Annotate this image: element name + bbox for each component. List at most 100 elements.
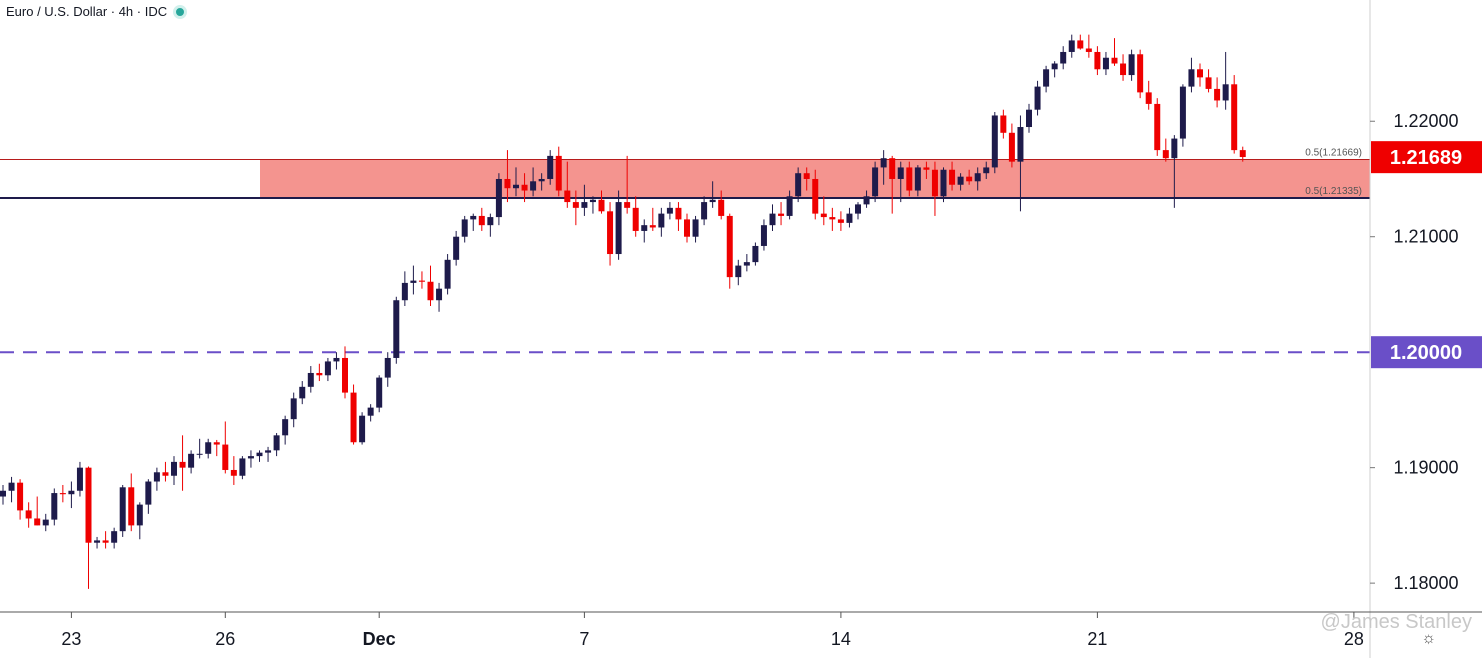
candle-body[interactable] xyxy=(213,442,220,445)
candle-body[interactable] xyxy=(769,213,776,226)
candle-body[interactable] xyxy=(324,361,331,376)
candle-body[interactable] xyxy=(222,444,229,470)
candle-body[interactable] xyxy=(589,199,596,203)
candle-body[interactable] xyxy=(1188,69,1195,87)
candle-body[interactable] xyxy=(145,481,152,505)
candle-body[interactable] xyxy=(547,155,554,179)
candle-body[interactable] xyxy=(1060,51,1067,64)
candle-body[interactable] xyxy=(1043,69,1050,87)
candle-body[interactable] xyxy=(692,219,699,237)
candle-body[interactable] xyxy=(470,215,477,220)
candle-body[interactable] xyxy=(1154,103,1161,151)
candle-body[interactable] xyxy=(1000,115,1007,133)
candle-body[interactable] xyxy=(530,181,537,191)
candle-body[interactable] xyxy=(256,452,263,457)
candle-body[interactable] xyxy=(1179,86,1186,139)
candle-body[interactable] xyxy=(701,202,708,220)
candle-body[interactable] xyxy=(931,169,938,197)
candle-body[interactable] xyxy=(1085,48,1092,52)
candle-body[interactable] xyxy=(444,259,451,289)
candle-body[interactable] xyxy=(598,199,605,212)
candle-body[interactable] xyxy=(1162,150,1169,159)
candle-body[interactable] xyxy=(855,204,861,214)
candle-body[interactable] xyxy=(290,398,297,420)
candle-body[interactable] xyxy=(820,213,827,218)
candle-body[interactable] xyxy=(940,169,947,197)
candle-body[interactable] xyxy=(726,215,733,278)
candle-body[interactable] xyxy=(564,190,571,203)
candle-body[interactable] xyxy=(572,202,579,208)
candle-body[interactable] xyxy=(1231,84,1238,151)
candle-body[interactable] xyxy=(453,236,460,260)
candle-body[interactable] xyxy=(196,453,203,455)
candle-body[interactable] xyxy=(102,540,109,543)
candle-body[interactable] xyxy=(299,386,306,399)
candle-body[interactable] xyxy=(42,519,49,526)
candle-body[interactable] xyxy=(786,196,793,216)
candle-body[interactable] xyxy=(1128,54,1135,76)
candle-body[interactable] xyxy=(846,213,853,223)
candle-body[interactable] xyxy=(778,213,785,216)
candle-body[interactable] xyxy=(1051,63,1058,70)
candle-body[interactable] xyxy=(0,490,6,497)
candle-body[interactable] xyxy=(367,407,374,416)
candle-body[interactable] xyxy=(427,281,434,301)
candle-body[interactable] xyxy=(658,213,665,228)
candle-body[interactable] xyxy=(265,450,272,453)
candle-body[interactable] xyxy=(128,487,135,526)
candle-body[interactable] xyxy=(607,211,614,255)
candle-body[interactable] xyxy=(1094,51,1101,70)
candle-body[interactable] xyxy=(1239,150,1246,158)
candle-body[interactable] xyxy=(418,280,425,282)
candle-body[interactable] xyxy=(966,176,973,182)
candle-body[interactable] xyxy=(478,215,485,226)
candle-body[interactable] xyxy=(1111,57,1118,64)
candle-body[interactable] xyxy=(863,196,870,205)
candle-body[interactable] xyxy=(384,357,391,378)
candle-body[interactable] xyxy=(1017,127,1024,162)
candle-body[interactable] xyxy=(991,115,998,168)
candle-body[interactable] xyxy=(85,467,92,543)
candle-body[interactable] xyxy=(829,217,836,220)
candle-body[interactable] xyxy=(880,158,887,168)
candle-body[interactable] xyxy=(188,453,195,468)
candle-body[interactable] xyxy=(1120,63,1127,76)
candle-body[interactable] xyxy=(171,461,177,476)
candle-body[interactable] xyxy=(51,493,58,520)
candle-body[interactable] xyxy=(513,184,519,189)
candle-body[interactable] xyxy=(718,199,725,216)
candle-body[interactable] xyxy=(230,469,237,476)
candle-body[interactable] xyxy=(812,178,819,214)
candle-body[interactable] xyxy=(333,357,340,362)
candle-body[interactable] xyxy=(666,207,673,214)
candle-body[interactable] xyxy=(504,178,511,189)
candle-body[interactable] xyxy=(1222,84,1229,101)
candle-body[interactable] xyxy=(34,518,41,526)
candle-body[interactable] xyxy=(957,176,964,185)
candle-body[interactable] xyxy=(649,225,656,228)
candle-body[interactable] xyxy=(342,357,348,393)
candle-body[interactable] xyxy=(282,419,289,436)
candle-body[interactable] xyxy=(615,202,622,255)
candle-body[interactable] xyxy=(8,482,15,491)
candle-body[interactable] xyxy=(495,178,502,218)
candle-body[interactable] xyxy=(914,167,921,191)
candle-body[interactable] xyxy=(359,415,366,443)
candle-body[interactable] xyxy=(1068,40,1075,52)
candle-body[interactable] xyxy=(872,167,879,197)
candle-body[interactable] xyxy=(273,435,280,451)
candle-body[interactable] xyxy=(760,225,767,246)
candle-body[interactable] xyxy=(1077,40,1084,49)
candle-body[interactable] xyxy=(624,202,631,208)
candle-body[interactable] xyxy=(487,217,494,226)
candle-body[interactable] xyxy=(25,510,32,519)
candle-body[interactable] xyxy=(641,225,648,231)
candle-body[interactable] xyxy=(205,442,212,454)
candle-body[interactable] xyxy=(897,167,904,179)
candle-body[interactable] xyxy=(675,207,682,220)
candle-body[interactable] xyxy=(923,167,930,170)
candle-body[interactable] xyxy=(76,467,83,491)
candle-body[interactable] xyxy=(436,288,443,301)
candle-body[interactable] xyxy=(68,490,75,495)
